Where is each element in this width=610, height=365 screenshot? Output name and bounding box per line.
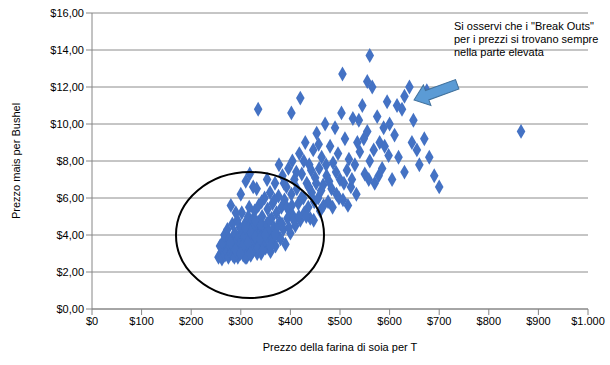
svg-text:Prezzo mais per Bushel: Prezzo mais per Bushel <box>10 103 22 219</box>
svg-text:$14,00: $14,00 <box>50 44 84 56</box>
svg-text:$600: $600 <box>377 315 401 327</box>
svg-text:$400: $400 <box>278 315 302 327</box>
svg-text:$0,00: $0,00 <box>56 303 84 315</box>
svg-text:$800: $800 <box>477 315 501 327</box>
svg-text:$12,00: $12,00 <box>50 81 84 93</box>
svg-text:$200: $200 <box>179 315 203 327</box>
svg-text:$300: $300 <box>229 315 253 327</box>
svg-text:$4,00: $4,00 <box>56 229 84 241</box>
svg-text:$700: $700 <box>427 315 451 327</box>
svg-text:$16,00: $16,00 <box>50 7 84 19</box>
svg-text:$10,00: $10,00 <box>50 118 84 130</box>
svg-text:$8,00: $8,00 <box>56 155 84 167</box>
svg-text:$0: $0 <box>86 315 98 327</box>
svg-text:Prezzo della farina di soia pe: Prezzo della farina di soia per T <box>263 341 418 353</box>
svg-text:$900: $900 <box>526 315 550 327</box>
svg-text:$100: $100 <box>129 315 153 327</box>
svg-text:$1.000: $1.000 <box>571 315 602 327</box>
svg-text:$6,00: $6,00 <box>56 192 84 204</box>
svg-text:$2,00: $2,00 <box>56 266 84 278</box>
svg-text:$500: $500 <box>328 315 352 327</box>
html-text:Si osservi che i "Break Outs": Si osservi che i "Break Outs" per i prez… <box>454 20 599 58</box>
